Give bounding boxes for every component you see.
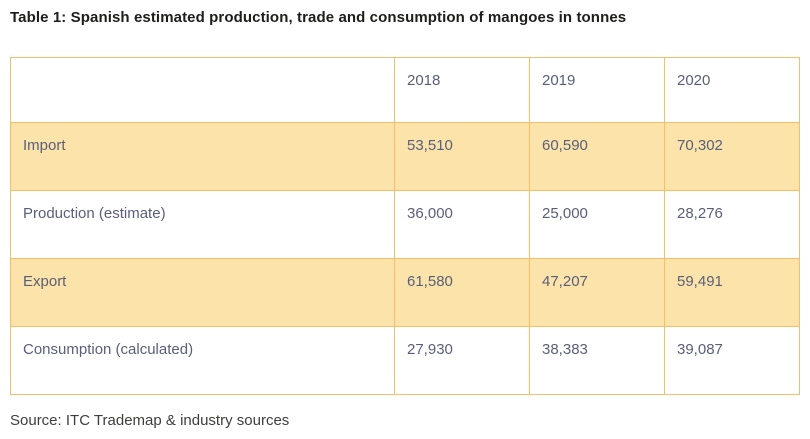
row-label-export: Export	[10, 258, 395, 327]
source-note: Source: ITC Trademap & industry sources	[10, 412, 290, 429]
cell-consumption-2019: 38,383	[529, 326, 665, 395]
table-row-export: Export 61,580 47,207 59,491	[10, 258, 800, 327]
mango-data-table: 2018 2019 2020 Import 53,510 60,590 70,3…	[10, 57, 800, 395]
header-cell-blank	[10, 57, 395, 123]
cell-export-2018: 61,580	[394, 258, 530, 327]
cell-consumption-2018: 27,930	[394, 326, 530, 395]
cell-consumption-2020: 39,087	[664, 326, 800, 395]
cell-export-2020: 59,491	[664, 258, 800, 327]
table-row-consumption: Consumption (calculated) 27,930 38,383 3…	[10, 326, 800, 395]
cell-export-2019: 47,207	[529, 258, 665, 327]
cell-production-2020: 28,276	[664, 190, 800, 259]
table-row-production: Production (estimate) 36,000 25,000 28,2…	[10, 190, 800, 259]
table-row-import: Import 53,510 60,590 70,302	[10, 122, 800, 191]
cell-production-2019: 25,000	[529, 190, 665, 259]
header-cell-year-2020: 2020	[664, 57, 800, 123]
table-header-row: 2018 2019 2020	[10, 57, 800, 123]
table-title: Table 1: Spanish estimated production, t…	[10, 9, 627, 26]
header-cell-year-2018: 2018	[394, 57, 530, 123]
row-label-import: Import	[10, 122, 395, 191]
row-label-consumption: Consumption (calculated)	[10, 326, 395, 395]
cell-production-2018: 36,000	[394, 190, 530, 259]
cell-import-2020: 70,302	[664, 122, 800, 191]
row-label-production: Production (estimate)	[10, 190, 395, 259]
cell-import-2018: 53,510	[394, 122, 530, 191]
cell-import-2019: 60,590	[529, 122, 665, 191]
header-cell-year-2019: 2019	[529, 57, 665, 123]
